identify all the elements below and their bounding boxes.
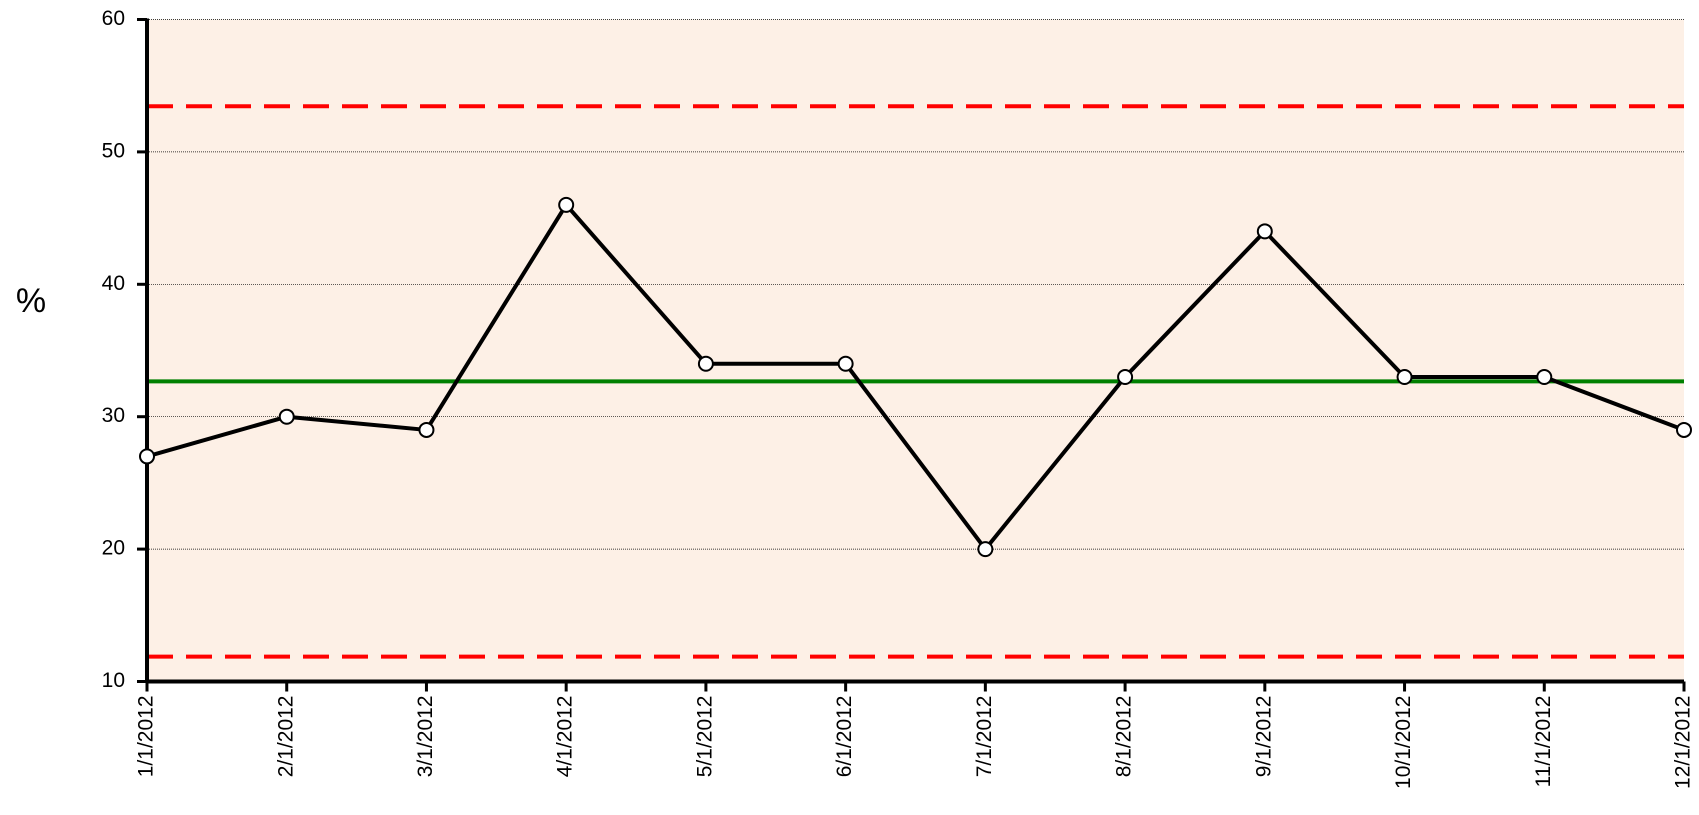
x-tick-label: 7/1/2012 [973, 696, 996, 778]
y-tick-label: 10 [102, 669, 125, 692]
x-tick-label: 10/1/2012 [1392, 696, 1415, 789]
point-marker [1676, 421, 1692, 438]
series-line [146, 202, 1685, 552]
point-marker [977, 541, 994, 558]
x-tick-label: 4/1/2012 [554, 696, 577, 778]
point-marker [278, 408, 295, 425]
plot-background [147, 19, 1684, 682]
x-tick-label: 5/1/2012 [693, 696, 716, 778]
x-tick-label: 6/1/2012 [833, 696, 856, 778]
x-tick-label: 12/1/2012 [1672, 696, 1695, 789]
point-marker [697, 355, 714, 372]
y-axis-label: % [16, 282, 46, 320]
point-marker [1536, 368, 1553, 385]
x-tick-label: 11/1/2012 [1532, 696, 1555, 788]
point-marker [139, 448, 155, 465]
y-tick-label: 40 [102, 272, 125, 295]
point-marker [418, 421, 435, 438]
y-tick-label: 30 [102, 404, 125, 427]
x-tick-label: 1/1/2012 [135, 696, 158, 778]
x-tick-label: 3/1/2012 [414, 696, 437, 778]
point-marker [1396, 368, 1413, 385]
point-marker [1117, 368, 1134, 385]
x-tick-label: 8/1/2012 [1113, 696, 1136, 778]
y-tick-label: 50 [102, 139, 125, 162]
point-marker [1256, 223, 1273, 240]
y-tick-label: 60 [102, 7, 125, 30]
y-tick-label: 20 [102, 537, 125, 560]
x-tick-label: 9/1/2012 [1252, 696, 1275, 778]
point-marker [837, 355, 854, 372]
x-tick-label: 2/1/2012 [274, 696, 297, 778]
point-marker [558, 196, 575, 213]
